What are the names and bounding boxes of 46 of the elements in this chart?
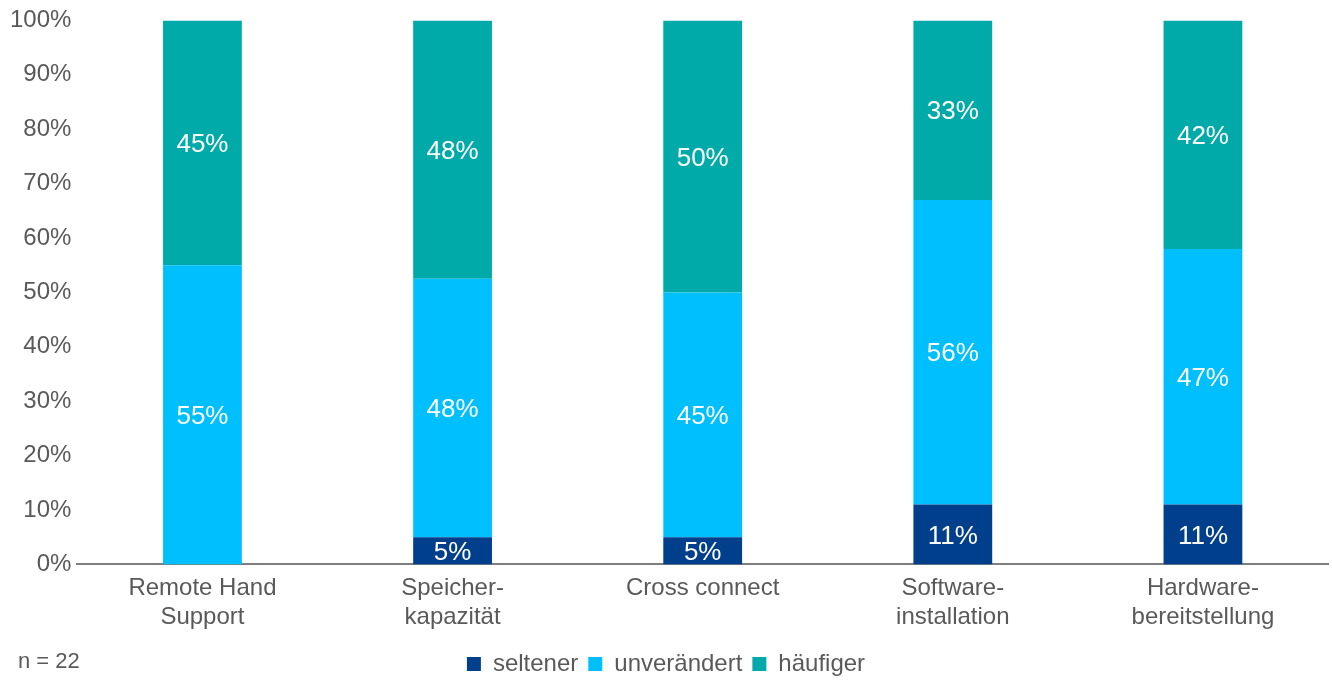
data-label: 48%	[426, 393, 479, 424]
data-label: 48%	[426, 134, 479, 165]
y-tick-label: 0%	[36, 549, 72, 577]
y-tick-label: 100%	[9, 5, 72, 33]
legend-label: häufiger	[778, 648, 866, 676]
x-tick-label: Software-installation	[896, 573, 1010, 630]
bar	[163, 265, 242, 565]
x-tick-label: Hardware-bereitstellung	[1131, 573, 1275, 630]
bar	[913, 20, 993, 200]
bar	[163, 20, 242, 266]
x-tick-label: Speicher-kapazität	[401, 573, 504, 630]
data-label: 45%	[676, 399, 729, 430]
x-tick-label: Cross connect	[625, 573, 780, 601]
data-label: 42%	[1176, 119, 1229, 150]
data-label: 50%	[676, 141, 729, 172]
bar	[1163, 504, 1243, 565]
bar	[413, 20, 492, 279]
bar	[1163, 20, 1243, 249]
bar	[913, 504, 993, 565]
data-label: 56%	[926, 337, 979, 368]
y-tick-label: 10%	[23, 494, 72, 522]
bar	[413, 278, 492, 538]
y-tick-label: 80%	[23, 113, 72, 141]
data-label: 47%	[1176, 361, 1229, 392]
legend-label: unverändert	[614, 648, 743, 676]
y-tick-label: 50%	[23, 277, 72, 305]
bar	[663, 20, 743, 293]
y-tick-label: 60%	[23, 222, 72, 250]
bar	[663, 292, 743, 538]
text: n = 22	[18, 648, 80, 674]
bar	[1163, 248, 1243, 505]
data-label: 5%	[433, 535, 472, 566]
data-label: 55%	[176, 399, 229, 430]
y-tick-label: 70%	[23, 168, 72, 196]
data-label: 11%	[927, 519, 978, 550]
x-tick-label: Remote Hand Support	[128, 573, 277, 630]
y-tick-label: 20%	[23, 440, 72, 468]
data-label: 5%	[683, 535, 722, 566]
y-tick-label: 40%	[23, 331, 72, 359]
y-tick-label: 30%	[23, 385, 72, 413]
y-tick-label: 90%	[23, 59, 72, 87]
data-label: 33%	[926, 95, 979, 126]
data-label: 45%	[176, 127, 229, 158]
legend-label: seltener	[492, 648, 579, 676]
data-label: 11%	[1177, 519, 1228, 550]
bar	[913, 199, 993, 505]
